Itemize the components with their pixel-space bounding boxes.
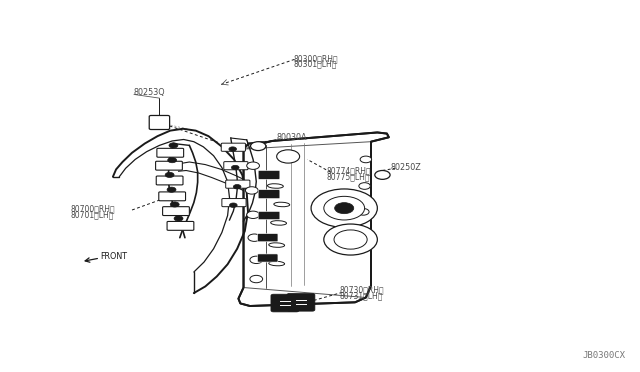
Circle shape — [335, 203, 354, 214]
Circle shape — [170, 202, 179, 207]
Ellipse shape — [269, 243, 285, 247]
Text: 80250Z: 80250Z — [390, 163, 421, 172]
Circle shape — [246, 211, 259, 218]
Circle shape — [375, 170, 390, 179]
FancyBboxPatch shape — [226, 180, 250, 188]
Circle shape — [174, 216, 183, 221]
Ellipse shape — [274, 202, 290, 207]
Text: 80774〈RH〉: 80774〈RH〉 — [326, 167, 371, 176]
Circle shape — [324, 196, 365, 220]
Text: 80731〈LH〉: 80731〈LH〉 — [339, 291, 383, 300]
FancyBboxPatch shape — [257, 254, 278, 262]
FancyBboxPatch shape — [258, 170, 280, 179]
Circle shape — [165, 172, 174, 177]
Ellipse shape — [269, 261, 285, 266]
FancyBboxPatch shape — [157, 148, 184, 157]
Circle shape — [167, 187, 176, 192]
Circle shape — [334, 230, 367, 249]
Circle shape — [168, 158, 177, 163]
Circle shape — [234, 185, 241, 189]
Polygon shape — [239, 132, 389, 306]
Circle shape — [248, 234, 260, 241]
Circle shape — [232, 165, 239, 170]
FancyBboxPatch shape — [257, 234, 278, 242]
FancyBboxPatch shape — [222, 199, 246, 207]
FancyBboxPatch shape — [224, 161, 248, 170]
FancyBboxPatch shape — [167, 221, 194, 230]
Circle shape — [359, 183, 371, 189]
Circle shape — [229, 147, 237, 151]
Text: 80030A: 80030A — [276, 133, 307, 142]
FancyBboxPatch shape — [156, 161, 182, 170]
Circle shape — [230, 203, 237, 208]
FancyBboxPatch shape — [149, 115, 170, 129]
Circle shape — [324, 224, 378, 255]
Text: FRONT: FRONT — [100, 252, 127, 262]
Ellipse shape — [271, 221, 287, 225]
Circle shape — [250, 142, 266, 151]
Circle shape — [311, 189, 378, 227]
Text: 80730〈RH〉: 80730〈RH〉 — [339, 286, 384, 295]
Circle shape — [246, 187, 258, 194]
Circle shape — [250, 275, 262, 283]
FancyBboxPatch shape — [287, 294, 315, 311]
Ellipse shape — [268, 184, 284, 188]
Text: 80301〈LH〉: 80301〈LH〉 — [293, 60, 337, 69]
FancyBboxPatch shape — [271, 294, 299, 312]
FancyBboxPatch shape — [258, 190, 280, 199]
FancyBboxPatch shape — [156, 176, 183, 185]
FancyBboxPatch shape — [258, 211, 280, 219]
Text: 80700〈RH〉: 80700〈RH〉 — [70, 204, 115, 214]
Circle shape — [276, 150, 300, 163]
Circle shape — [169, 143, 178, 148]
FancyBboxPatch shape — [221, 143, 246, 151]
Text: 80775〈LH〉: 80775〈LH〉 — [326, 172, 370, 181]
FancyBboxPatch shape — [159, 192, 186, 201]
Text: 80300〈RH〉: 80300〈RH〉 — [293, 54, 338, 63]
Text: 80253Q: 80253Q — [134, 89, 166, 97]
Text: 80701〈LH〉: 80701〈LH〉 — [70, 210, 113, 219]
Circle shape — [246, 162, 259, 169]
Circle shape — [360, 156, 372, 163]
Text: JB0300CX: JB0300CX — [583, 350, 626, 359]
Circle shape — [250, 256, 262, 263]
Circle shape — [358, 209, 369, 215]
FancyBboxPatch shape — [163, 207, 189, 215]
